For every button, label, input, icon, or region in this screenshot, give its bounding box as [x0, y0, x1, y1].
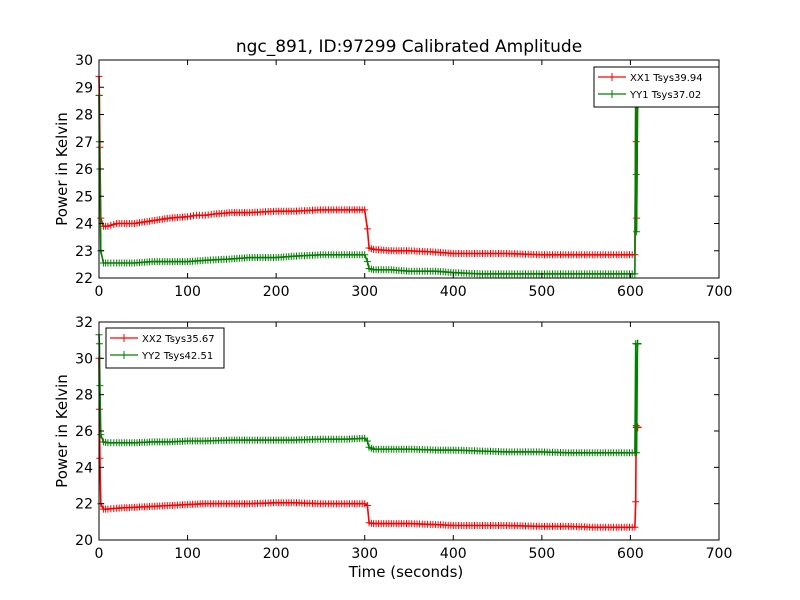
- data-point: [631, 270, 639, 278]
- data-point: [110, 220, 118, 228]
- y-tick-label: 24: [75, 217, 93, 233]
- legend-label: YY2 Tsys42.51: [141, 351, 213, 362]
- data-point: [107, 221, 115, 229]
- legend-entry: XX2 Tsys35.67: [110, 334, 215, 345]
- y-tick-label: 22: [75, 271, 93, 287]
- x-tick-label: 100: [174, 546, 201, 562]
- x-tick-label: 400: [440, 284, 467, 300]
- y-tick-label: 30: [75, 351, 93, 367]
- data-point: [97, 431, 105, 439]
- data-point: [633, 228, 641, 236]
- legend-label: XX1 Tsys39.94: [630, 73, 703, 84]
- data-point: [632, 498, 640, 506]
- series-1: [95, 354, 642, 531]
- x-tick-label: 700: [706, 284, 733, 300]
- data-point: [363, 502, 371, 509]
- legend-entry: XX1 Tsys39.94: [598, 73, 703, 84]
- legend-entry: YY2 Tsys42.51: [110, 351, 213, 362]
- data-point: [633, 449, 641, 457]
- y-tick-label: 29: [75, 80, 93, 96]
- y-tick-label: 27: [75, 135, 93, 151]
- series-2: [95, 91, 642, 278]
- x-tick-label: 200: [263, 284, 290, 300]
- legend: XX1 Tsys39.94 YY1 Tsys37.02: [593, 66, 720, 108]
- y-tick-label: 30: [75, 53, 93, 69]
- x-tick-label: 300: [351, 284, 378, 300]
- data-point: [363, 437, 371, 445]
- legend-marker: [120, 351, 128, 359]
- x-axis-label: Time (seconds): [348, 563, 464, 581]
- y-tick-label: 25: [75, 189, 93, 205]
- legend-label: XX2 Tsys35.67: [142, 334, 215, 345]
- y-axis-label: Power in Kelvin: [53, 112, 71, 226]
- data-point: [361, 206, 369, 214]
- x-tick-label: 600: [617, 546, 644, 562]
- chart-panel-top: 0 100 200 300 400 500 600 700 22 23 24 25 26 27 28 29 30…: [53, 53, 732, 300]
- x-tick-label: 0: [95, 284, 104, 300]
- x-tick-label: 0: [95, 546, 104, 562]
- y-tick-label: 20: [75, 533, 93, 549]
- x-tick-label: 700: [706, 546, 733, 562]
- x-tick-label: 300: [351, 546, 378, 562]
- legend-marker: [120, 334, 128, 342]
- data-point: [361, 251, 369, 259]
- legend-label: YY1 Tsys37.02: [629, 90, 701, 101]
- y-tick-label: 28: [75, 108, 93, 124]
- legend-marker: [608, 73, 616, 81]
- data-point: [632, 422, 640, 430]
- chart-panels: 0 100 200 300 400 500 600 700222324252627282930…: [53, 53, 732, 581]
- y-tick-label: 32: [75, 315, 93, 331]
- y-tick-label: 24: [75, 460, 93, 476]
- x-tick-label: 100: [174, 284, 201, 300]
- x-tick-label: 500: [528, 546, 555, 562]
- y-tick-label: 28: [75, 388, 93, 404]
- data-point: [632, 170, 640, 178]
- data-point: [96, 454, 104, 462]
- data-point: [104, 222, 112, 230]
- data-point: [631, 523, 639, 531]
- data-point: [363, 225, 371, 233]
- data-point: [633, 339, 642, 348]
- y-tick-label: 26: [75, 162, 93, 178]
- chart-panel-bottom: 0 100 200 300 400 500 600 700 20 22 24 26 28 30 32 Powe…: [53, 315, 732, 581]
- legend-entry: YY1 Tsys37.02: [598, 90, 701, 101]
- x-tick-label: 600: [617, 284, 644, 300]
- data-point: [363, 258, 371, 266]
- y-axis-label: Power in Kelvin: [53, 374, 71, 488]
- series-2: [95, 331, 642, 457]
- y-tick-label: 26: [75, 424, 93, 440]
- x-tick-label: 200: [263, 546, 290, 562]
- legend: XX2 Tsys35.67 YY2 Tsys42.51: [105, 327, 225, 369]
- y-tick-label: 22: [75, 497, 93, 513]
- data-point: [96, 382, 104, 390]
- figure-title: ngc_891, ID:97299 Calibrated Amplitude: [236, 37, 582, 57]
- legend-marker: [608, 90, 616, 98]
- legend-box: [593, 66, 720, 108]
- y-tick-label: 23: [75, 244, 93, 260]
- legend-box: [105, 327, 225, 369]
- x-tick-label: 400: [440, 546, 467, 562]
- x-tick-label: 500: [528, 284, 555, 300]
